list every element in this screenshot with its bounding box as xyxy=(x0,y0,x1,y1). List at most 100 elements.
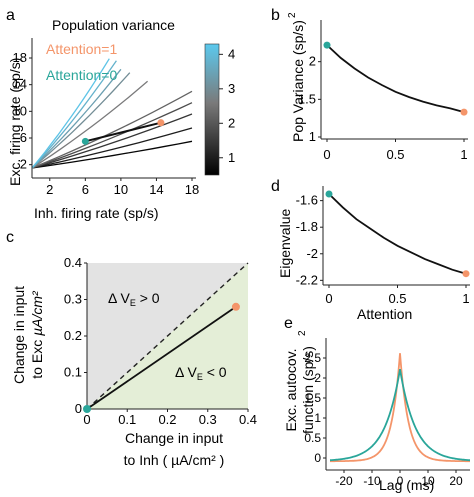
panel-c-xlabel-line1: Change in input xyxy=(125,430,223,446)
panel-a-legend-attention1: Attention=1 xyxy=(46,41,117,57)
panel-d-xtick-label: 0.5 xyxy=(388,291,406,306)
panel-a-trajectory xyxy=(81,119,165,145)
panel-a-series-line-1 xyxy=(31,140,193,169)
panel-a-series-line-10 xyxy=(31,58,110,169)
panel-c-annotation-positive: Δ VE > 0 xyxy=(108,290,160,308)
panel-c-xtick-label: 0.1 xyxy=(118,412,136,427)
panel-a-ytick-label: 10 xyxy=(13,103,27,118)
panel-b-xtick-label: 1 xyxy=(460,147,467,162)
panel-e-ytick-label: 2 xyxy=(314,371,321,385)
panel-e-xtick-label: 0 xyxy=(397,474,404,488)
panel-d-ytick-label: -2.2 xyxy=(296,272,318,287)
panel-e-xtick-label: -10 xyxy=(363,474,381,488)
panel-b: b Pop Variance (sp/s) 2 1 1.5 2 0 0.5 1 xyxy=(271,7,468,162)
panel-c-ytick-label: 0.1 xyxy=(64,365,82,380)
panel-a-colorbar-ticks: 1 2 3 4 xyxy=(219,46,235,165)
panel-label-e: e xyxy=(284,315,293,332)
panel-d-xtick-label: 0 xyxy=(325,291,332,306)
panel-e-ytick-label: 2.5 xyxy=(304,351,321,365)
panel-a-series-line-4 xyxy=(31,102,193,169)
panel-a-xtick-label: 10 xyxy=(114,182,128,197)
panel-e-ytick-label: 0.5 xyxy=(304,431,321,445)
panel-a-xlabel: Inh. firing rate (sp/s) xyxy=(34,205,159,221)
panel-a-series xyxy=(31,58,193,169)
panel-b-xtick-label: 0.5 xyxy=(386,147,404,162)
panel-a-series-line-8 xyxy=(31,68,122,169)
panel-a-ytick-label: 18 xyxy=(13,50,27,65)
panel-b-curve xyxy=(326,44,465,113)
panel-c-ytick-label: 0.2 xyxy=(64,328,82,343)
panel-d-xtick-label: 1 xyxy=(462,291,469,306)
panel-b-xtick-label: 0 xyxy=(323,147,330,162)
panel-a-colorbar xyxy=(204,43,220,176)
panel-c-plot: 0 0.1 0.2 0.3 0.4 0 0.1 0.2 0.3 0.4 xyxy=(64,255,257,427)
panel-d-ytick-label: -1.6 xyxy=(296,193,318,208)
panel-d-point-attention1 xyxy=(462,270,470,278)
panel-d-curve xyxy=(328,193,467,275)
panel-d-ylabel: Eigenvalue xyxy=(277,209,293,278)
panel-a-legend-attention0: Attention=0 xyxy=(46,67,117,83)
panel-c-ytick-label: 0.4 xyxy=(64,255,82,270)
panel-a-colorbar-tick-label: 2 xyxy=(228,115,235,130)
panel-d-ytick-label: -2 xyxy=(306,246,318,261)
panel-a-axes: 2 6 10 14 18 2 6 10 14 18 xyxy=(13,38,199,197)
panel-c-ytick-label: 0 xyxy=(75,401,82,416)
panel-e-ytick-label: 1 xyxy=(314,411,321,425)
panel-e-xtick-label: 10 xyxy=(421,474,435,488)
panel-a-ytick-label: 2 xyxy=(20,157,27,172)
panel-e-plot: 0 0.5 1 1.5 2 2.5 -20 -10 0 10 20 xyxy=(304,338,470,488)
panel-b-ylabel-superscript: 2 xyxy=(287,12,298,18)
panel-b-ylabel: Pop Variance (sp/s) xyxy=(290,20,306,142)
panel-a-series-line-5 xyxy=(31,90,193,169)
panel-a-series-line-3 xyxy=(31,113,193,169)
panel-a-series-line-9 xyxy=(31,60,117,169)
panel-a-series-line-7 xyxy=(31,72,131,169)
panel-c-point-attention0 xyxy=(83,405,91,413)
panel-c-annotation-negative: Δ VE < 0 xyxy=(175,364,227,382)
panel-a-point-attention0 xyxy=(81,137,89,145)
panel-a-ytick-label: 6 xyxy=(20,130,27,145)
panel-e-xtick-label: 20 xyxy=(449,474,463,488)
panel-a-ylabel: Exc. firing rate (sp/s) xyxy=(7,58,23,186)
panel-d-xlabel: Attention xyxy=(357,306,412,322)
panel-e-ylabel-superscript: 2 xyxy=(297,330,308,336)
panel-b-ytick-label: 2 xyxy=(309,54,316,69)
panel-d: d Eigenvalue -1.6 -1.8 -2 -2.2 0 0.5 1 Attenti… xyxy=(271,178,470,322)
panel-d-point-attention0 xyxy=(325,190,333,198)
panel-a-ytick-label: 14 xyxy=(13,77,27,92)
panel-c-line xyxy=(86,306,237,410)
panel-label-d: d xyxy=(271,178,280,195)
panel-e: e Exc. autocov. function (sp/s) 2 0 0.5 1 1… xyxy=(283,315,470,493)
panel-label-b: b xyxy=(271,7,280,24)
panel-e-curve-attention0 xyxy=(330,369,470,462)
panel-a-xtick-label: 14 xyxy=(149,182,163,197)
panel-a-xtick-label: 2 xyxy=(46,182,53,197)
panel-c-ylabel-line2: to Exc µA/cm² xyxy=(29,290,45,379)
panel-b-point-attention1 xyxy=(460,108,468,116)
panel-e-ylabel-line1: Exc. autocov. xyxy=(283,348,299,431)
panel-c: c 0 0.1 0.2 0.3 0.4 0 0.1 0.2 0.3 0.4 Δ VE > 0 Δ … xyxy=(6,229,257,468)
panel-b-point-attention0 xyxy=(323,41,331,49)
panel-a-colorbar-tick-label: 4 xyxy=(228,46,235,61)
panel-a-colorbar-tick-label: 1 xyxy=(228,150,235,165)
panel-a-xtick-label: 18 xyxy=(185,182,199,197)
panel-c-point-attention1 xyxy=(231,302,240,311)
panel-b-plot: 1 1.5 2 0 0.5 1 xyxy=(298,20,468,162)
panel-d-plot: -1.6 -1.8 -2 -2.2 0 0.5 1 xyxy=(296,186,470,306)
panel-c-ytick-label: 0.3 xyxy=(64,292,82,307)
panel-e-xlabel: Lag (ms) xyxy=(379,477,434,493)
panel-b-ytick-label: 1.5 xyxy=(298,91,316,106)
panel-a-point-attention1 xyxy=(157,119,165,127)
panel-a-trajectory-line xyxy=(85,121,162,143)
panel-c-ylabel-line1: Change in input xyxy=(11,286,27,384)
panel-a-colorbar-tick-label: 3 xyxy=(228,81,235,96)
panel-label-a: a xyxy=(6,7,15,24)
panel-e-xtick-label: -20 xyxy=(335,474,353,488)
panel-c-xtick-label: 0 xyxy=(83,412,90,427)
panel-c-diagonal xyxy=(86,262,249,410)
panel-a-xtick-label: 6 xyxy=(82,182,89,197)
panel-a-title: Population variance xyxy=(52,17,175,33)
panel-d-ytick-label: -1.8 xyxy=(296,219,318,234)
panel-e-ytick-label: 0 xyxy=(314,451,321,465)
